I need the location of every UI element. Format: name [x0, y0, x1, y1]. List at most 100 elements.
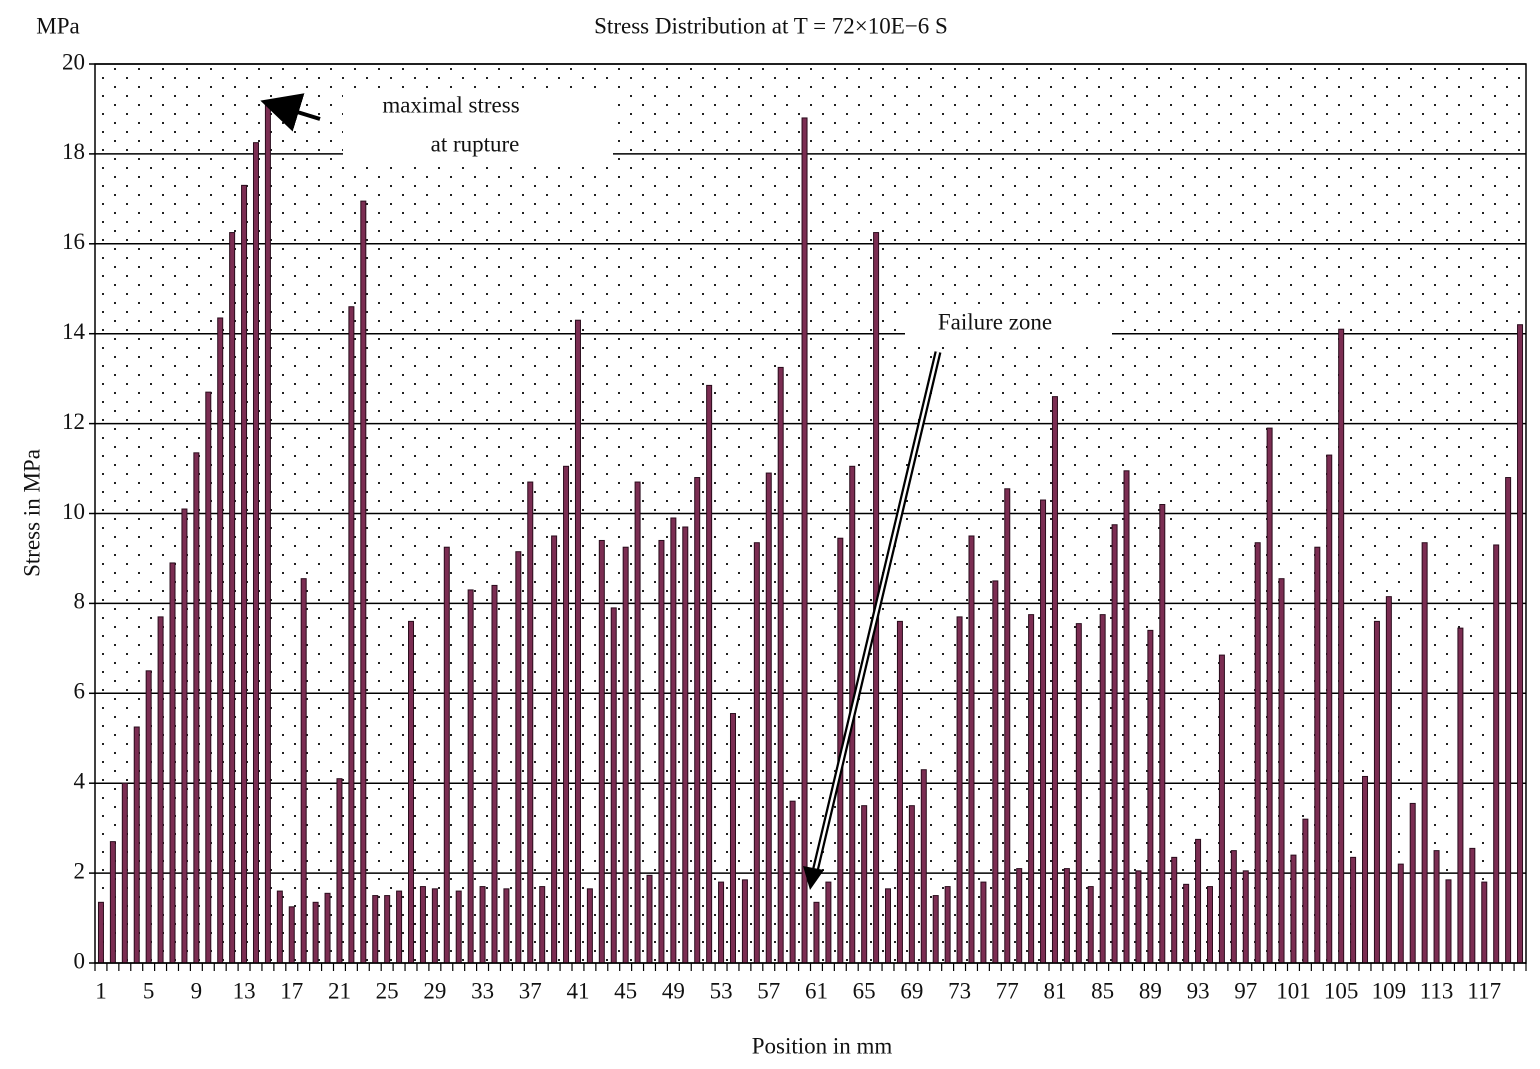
bar	[1493, 544, 1500, 964]
annotation: maximal stress	[382, 92, 519, 117]
bar	[1373, 620, 1380, 964]
bar	[109, 841, 116, 964]
bar	[312, 901, 319, 964]
bar	[551, 535, 558, 964]
x-tick-label: 89	[1139, 978, 1162, 1003]
bar	[694, 477, 701, 964]
bar	[527, 481, 534, 964]
bar	[1338, 328, 1345, 964]
annotation-arrow-inner	[811, 351, 940, 881]
bar	[1397, 863, 1404, 964]
x-tick-label: 117	[1467, 978, 1501, 1003]
bar	[968, 535, 975, 964]
x-tick-label: 5	[143, 978, 155, 1003]
bar	[706, 384, 713, 964]
bar	[145, 670, 152, 964]
bar	[1469, 847, 1476, 964]
annotation-box	[343, 88, 613, 166]
bar	[157, 616, 164, 964]
bar	[610, 607, 617, 964]
bar	[1314, 546, 1321, 964]
bar	[1278, 578, 1285, 964]
bar	[1195, 838, 1202, 964]
bar	[1362, 775, 1369, 964]
bar	[1051, 396, 1058, 964]
annotation-arrow	[260, 93, 321, 132]
bar	[1171, 856, 1178, 964]
y-tick-label: 10	[62, 499, 85, 524]
bar	[1254, 542, 1261, 964]
x-tick-label: 37	[519, 978, 542, 1003]
bar	[670, 517, 677, 964]
bar	[1147, 629, 1154, 964]
bar	[861, 805, 868, 964]
bar	[193, 452, 200, 964]
y-tick-label: 16	[62, 229, 85, 254]
bar	[1218, 654, 1225, 964]
bar	[1028, 614, 1035, 964]
x-tick-label: 93	[1187, 978, 1210, 1003]
annotation: Failure zone	[938, 309, 1052, 334]
x-tick-label: 77	[996, 978, 1019, 1003]
bar	[467, 589, 474, 964]
bar	[980, 881, 987, 964]
annotation-box	[905, 305, 1112, 345]
x-tick-label: 33	[471, 978, 494, 1003]
bar	[825, 881, 832, 964]
bar	[1481, 881, 1488, 964]
bar	[1087, 886, 1094, 964]
x-tick-label: 81	[1043, 978, 1066, 1003]
bar	[1063, 868, 1070, 964]
bar	[801, 117, 808, 964]
bar	[384, 895, 391, 964]
x-tick-label: 21	[328, 978, 351, 1003]
bar	[288, 906, 295, 964]
y-tick-label: 20	[62, 49, 85, 74]
bar	[1421, 542, 1428, 964]
bar	[896, 620, 903, 964]
bar	[372, 895, 379, 964]
bar	[956, 616, 963, 964]
bar	[1183, 883, 1190, 964]
unit-label: MPa	[36, 13, 79, 38]
x-tick-label: 73	[948, 978, 971, 1003]
bar	[885, 888, 892, 964]
x-tick-label: 9	[191, 978, 203, 1003]
bar	[1409, 802, 1416, 964]
bar	[1242, 870, 1249, 964]
x-tick-label: 101	[1276, 978, 1311, 1003]
bar	[1326, 454, 1333, 964]
y-axis-label: Stress in MPa	[19, 449, 44, 577]
x-tick-label: 17	[280, 978, 303, 1003]
bar	[443, 546, 450, 964]
bar	[217, 317, 224, 964]
x-tick-label: 49	[662, 978, 685, 1003]
bar	[252, 142, 259, 964]
bar	[1457, 627, 1464, 964]
x-tick-label: 113	[1420, 978, 1454, 1003]
y-tick-label: 14	[62, 319, 86, 344]
bar	[229, 232, 236, 964]
bar	[419, 886, 426, 964]
x-tick-label: 65	[853, 978, 876, 1003]
bar	[1290, 854, 1297, 964]
x-tick-label: 53	[710, 978, 733, 1003]
bar	[718, 881, 725, 964]
bar	[336, 778, 343, 964]
bar	[813, 901, 820, 964]
bar	[241, 184, 248, 964]
bar	[1111, 524, 1118, 964]
bar	[1266, 427, 1273, 964]
bar	[1517, 324, 1524, 964]
annotation-arrow-head	[803, 866, 824, 890]
x-tick-label: 13	[233, 978, 256, 1003]
bar	[264, 101, 271, 964]
bar	[1099, 614, 1106, 964]
bar	[408, 620, 415, 964]
y-tick-label: 18	[62, 139, 85, 164]
bar	[1123, 470, 1130, 964]
bar	[1433, 850, 1440, 964]
x-tick-label: 105	[1324, 978, 1359, 1003]
bar	[276, 890, 283, 964]
bar	[1040, 499, 1047, 964]
